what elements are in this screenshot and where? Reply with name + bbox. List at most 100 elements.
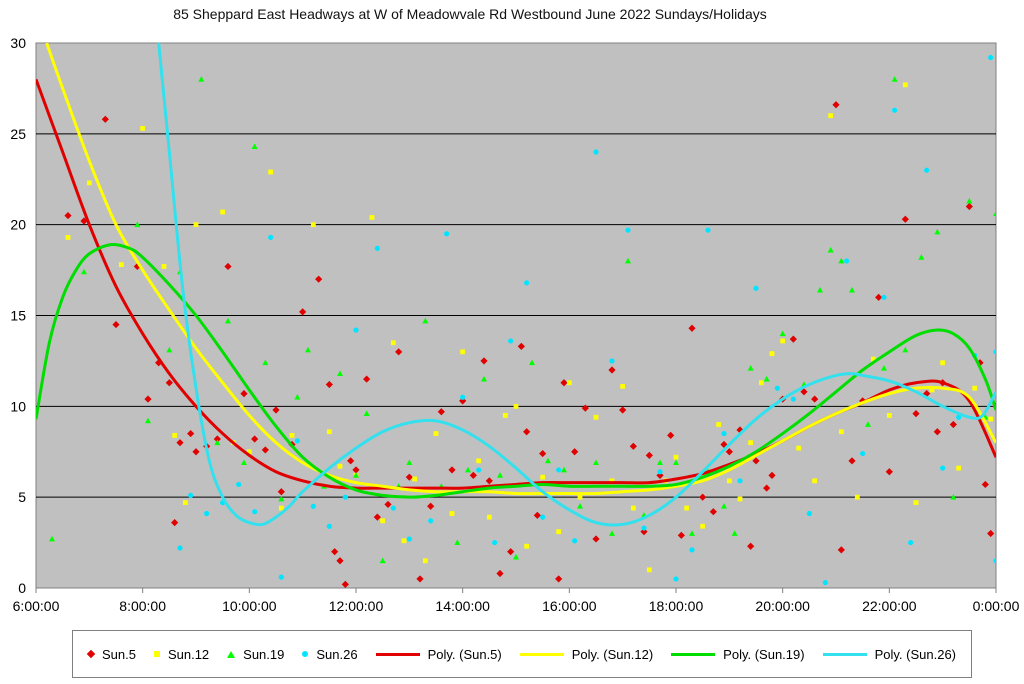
point-sun-19: [934, 228, 941, 235]
point-sun-12: [593, 414, 599, 420]
point-sun-12: [140, 125, 146, 131]
legend-item: Sun.5: [86, 646, 136, 662]
point-sun-5: [315, 275, 323, 283]
point-sun-5: [811, 395, 819, 403]
point-sun-12: [513, 403, 519, 409]
point-sun-19: [966, 197, 973, 204]
point-sun-5: [165, 379, 173, 387]
point-sun-12: [620, 383, 626, 389]
point-sun-12: [422, 558, 428, 564]
point-sun-5: [176, 439, 184, 447]
point-sun-12: [524, 543, 530, 549]
legend: Sun.5 Sun.12 Sun.19 Sun.26 Poly. (Sun.5) Poly…: [72, 630, 972, 678]
point-sun-26: [940, 465, 946, 471]
point-sun-26: [460, 394, 466, 400]
point-sun-26: [492, 539, 498, 546]
x-axis: 6:00:00 8:00:00 10:00:00 12:00:00 14:00:00 16…: [13, 588, 1020, 614]
point-sun-12: [988, 416, 994, 422]
x-tick-label: 22:00:00: [862, 598, 917, 614]
point-sun-26: [406, 536, 412, 542]
point-sun-5: [192, 448, 200, 456]
point-sun-5: [352, 466, 360, 474]
legend-marker-square: [153, 651, 160, 657]
point-sun-5: [224, 262, 232, 271]
legend-label: Sun.12: [167, 646, 210, 662]
point-sun-26: [236, 481, 242, 488]
point-sun-5: [416, 575, 424, 583]
legend-line: [671, 652, 716, 656]
point-sun-12: [65, 234, 71, 240]
point-sun-12: [684, 505, 690, 511]
point-sun-19: [609, 530, 615, 536]
point-sun-12: [566, 380, 572, 386]
point-sun-19: [134, 221, 141, 228]
point-sun-5: [608, 366, 616, 374]
point-sun-19: [993, 210, 996, 217]
point-sun-5: [405, 473, 413, 481]
point-sun-5: [747, 542, 755, 550]
point-sun-5: [592, 535, 600, 543]
trendlines: [36, 43, 996, 527]
point-sun-12: [828, 113, 834, 119]
point-sun-5: [427, 502, 435, 510]
point-sun-26: [188, 492, 194, 498]
point-sun-26: [540, 514, 546, 520]
point-sun-26: [252, 509, 258, 515]
point-sun-12: [118, 262, 124, 268]
point-sun-5: [949, 420, 957, 429]
point-sun-5: [560, 379, 568, 387]
point-sun-26: [593, 149, 599, 155]
point-sun-26: [721, 430, 727, 437]
point-sun-5: [144, 395, 152, 403]
point-sun-26: [924, 167, 930, 173]
x-tick-label: 14:00:00: [435, 598, 490, 614]
trendline-poly-sun-19: [36, 242, 996, 499]
legend-marker-diamond: [86, 649, 96, 659]
point-sun-5: [496, 569, 504, 578]
point-sun-19: [379, 557, 386, 564]
legend-item: Poly. (Sun.26): [822, 647, 956, 662]
y-tick-label: 20: [10, 217, 26, 233]
point-sun-5: [837, 546, 845, 554]
point-sun-19: [657, 459, 663, 466]
point-sun-26: [737, 478, 743, 484]
point-sun-19: [827, 246, 834, 253]
point-sun-12: [748, 440, 754, 446]
point-sun-26: [844, 258, 850, 264]
point-sun-5: [709, 508, 717, 516]
point-sun-5: [336, 557, 344, 565]
point-sun-12: [556, 529, 562, 535]
point-sun-26: [881, 294, 887, 300]
point-sun-5: [261, 446, 269, 454]
legend-label: Poly. (Sun.12): [571, 646, 654, 662]
y-tick-label: 30: [10, 35, 26, 51]
point-sun-12: [646, 567, 652, 573]
point-sun-19: [513, 553, 519, 560]
point-sun-19: [779, 330, 786, 337]
point-sun-26: [673, 576, 679, 582]
point-sun-12: [870, 356, 876, 362]
point-sun-19: [849, 286, 855, 293]
point-sun-12: [812, 478, 818, 484]
legend-label: Sun.5: [101, 646, 136, 662]
point-sun-5: [800, 388, 808, 396]
x-tick-label: 20:00:00: [755, 598, 810, 614]
point-sun-19: [422, 317, 429, 324]
point-sun-26: [705, 227, 711, 233]
point-sun-19: [251, 143, 258, 149]
point-sun-12: [737, 496, 743, 502]
point-sun-12: [540, 474, 546, 480]
point-sun-5: [469, 471, 477, 479]
legend-marker-circle: [302, 651, 309, 657]
point-sun-12: [161, 264, 167, 269]
point-sun-12: [433, 431, 439, 436]
point-sun-5: [133, 262, 141, 271]
point-sun-12: [940, 360, 946, 366]
point-sun-19: [577, 503, 583, 509]
point-sun-19: [865, 421, 871, 427]
point-sun-26: [993, 558, 996, 564]
point-sun-26: [822, 579, 828, 586]
point-sun-12: [412, 476, 418, 482]
point-sun-19: [166, 346, 173, 353]
